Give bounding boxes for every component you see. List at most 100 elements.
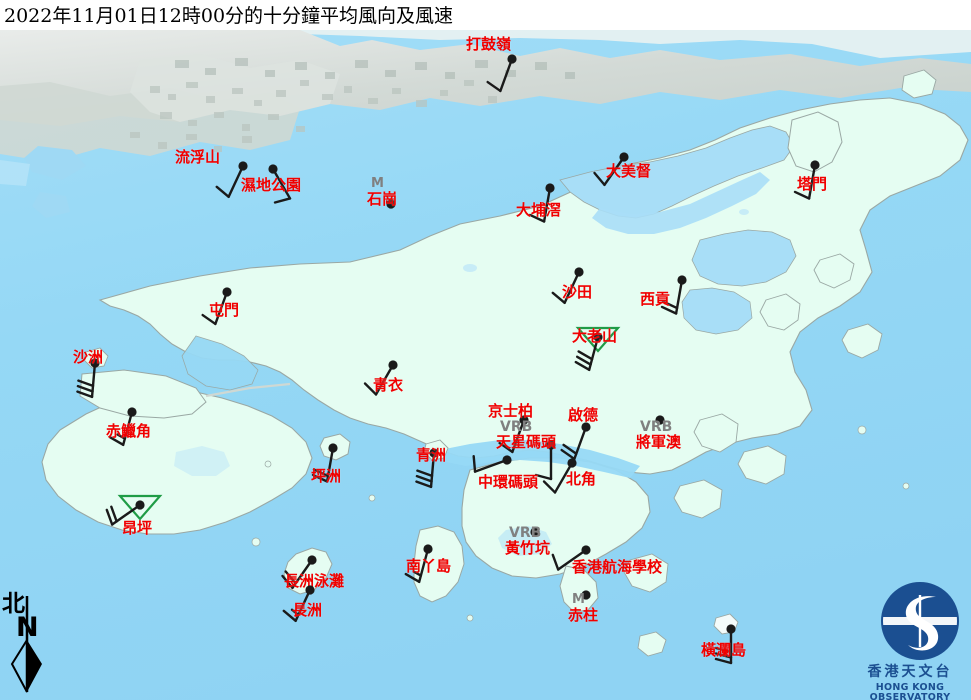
station-label: 石崗 xyxy=(367,190,398,208)
wind-barb-icon xyxy=(534,440,556,481)
barb-full xyxy=(551,553,560,571)
wind-barb-icon xyxy=(551,545,591,571)
station-label: 沙田 xyxy=(562,283,593,301)
station-dot xyxy=(677,275,687,285)
station-label: 沙洲 xyxy=(73,348,104,366)
station-dot xyxy=(655,415,665,425)
barb-full xyxy=(273,197,292,204)
wind-barb-icon xyxy=(76,358,100,399)
wind-barb-icon xyxy=(415,448,439,489)
station-label: 屯門 xyxy=(209,301,240,319)
barb-full xyxy=(551,291,566,305)
barb-full xyxy=(574,360,591,372)
station-label: 長洲泳灘 xyxy=(284,572,345,590)
station-dot xyxy=(581,545,591,555)
station-dot xyxy=(238,161,248,171)
barb-full xyxy=(542,480,557,494)
wind-barb-icon xyxy=(281,555,317,590)
station-dot xyxy=(546,440,556,450)
station-dot xyxy=(519,415,529,425)
barb-full xyxy=(311,473,329,483)
barb-full xyxy=(110,505,118,523)
wind-barb-icon xyxy=(660,275,687,315)
barb-half xyxy=(290,608,300,617)
station-dot xyxy=(593,332,603,342)
lantau-island xyxy=(41,369,313,535)
wind-barb-icon xyxy=(472,454,512,473)
wind-barb-icon xyxy=(215,161,248,199)
barb-full xyxy=(215,185,230,199)
barb-full xyxy=(415,474,433,483)
wind-barb-icon xyxy=(363,360,398,396)
station-dot xyxy=(726,624,736,634)
station-label: 塔門 xyxy=(797,175,828,193)
barb-full xyxy=(284,570,297,585)
victoria-harbour xyxy=(440,440,640,478)
barb-shaft xyxy=(807,163,817,200)
barb-full xyxy=(486,80,502,93)
station-label: 京士柏 xyxy=(488,402,534,420)
barb-shaft xyxy=(271,167,292,200)
barb-full xyxy=(575,355,592,366)
barb-shaft xyxy=(603,155,626,187)
barb-shaft xyxy=(227,164,245,199)
barb-full xyxy=(282,609,297,623)
wind-barb-icon xyxy=(201,287,232,326)
barb-shaft xyxy=(374,363,395,396)
station-dot xyxy=(222,287,232,297)
barb-full xyxy=(415,480,433,489)
station-label: 香港航海學校 xyxy=(572,558,663,576)
variable-wind-code: VRB xyxy=(509,525,542,541)
station-label: 北角 xyxy=(566,470,597,488)
wind-barb-icon xyxy=(793,160,820,200)
barb-shaft xyxy=(499,57,514,93)
barb-shaft xyxy=(563,270,581,305)
station-dot xyxy=(328,443,338,453)
west-coast-waters xyxy=(181,335,259,391)
wind-barb-icon xyxy=(581,590,591,600)
station-label: 昂坪 xyxy=(122,519,153,537)
barb-full xyxy=(472,454,477,473)
station-label: 赤鱲角 xyxy=(106,422,152,440)
barb-full xyxy=(714,652,733,659)
barb-full xyxy=(560,448,576,461)
barb-shaft xyxy=(542,186,552,223)
station-label: 濕地公園 xyxy=(241,176,302,194)
station-label: 將軍澳 xyxy=(636,433,682,451)
station-dot xyxy=(429,448,439,458)
outlying-islands xyxy=(83,69,937,657)
station-dot xyxy=(530,527,540,537)
wind-barb-icon xyxy=(108,407,137,447)
north-needle-icon xyxy=(10,596,42,693)
missing-data-code: M xyxy=(572,592,585,607)
barb-full xyxy=(661,300,679,310)
station-label: 赤柱 xyxy=(568,606,599,624)
hko-name-en: HONG KONG OBSERVATORY xyxy=(869,682,951,700)
wind-barb-icon xyxy=(528,183,555,223)
variable-wind-code: VRB xyxy=(640,419,673,435)
station-dot xyxy=(581,590,591,600)
hongkong-landmass xyxy=(98,97,969,475)
wind-barb-icon xyxy=(486,54,517,93)
barb-full xyxy=(660,305,678,315)
station-label: 大老山 xyxy=(572,327,618,345)
wind-barb-icon xyxy=(655,415,665,425)
station-dot xyxy=(135,500,145,510)
title-bar: 2022年11月01日12時00分的十分鐘平均風向及風速 xyxy=(0,0,971,30)
barb-full xyxy=(201,313,217,326)
page-title: 2022年11月01日12時00分的十分鐘平均風向及風速 xyxy=(4,5,454,27)
barb-shaft xyxy=(214,290,229,326)
station-dot xyxy=(567,458,577,468)
barb-shaft xyxy=(556,548,588,571)
station-dot xyxy=(545,183,555,193)
station-label: 天星碼頭 xyxy=(496,433,557,451)
wind-barb-icon xyxy=(498,415,529,454)
barb-full xyxy=(577,350,594,361)
wind-barb-icon xyxy=(551,267,584,305)
barb-full xyxy=(714,657,733,665)
station-dot xyxy=(305,585,315,595)
gust-triangle-icon xyxy=(117,494,163,521)
barb-full xyxy=(281,574,294,590)
barb-full xyxy=(562,443,578,455)
